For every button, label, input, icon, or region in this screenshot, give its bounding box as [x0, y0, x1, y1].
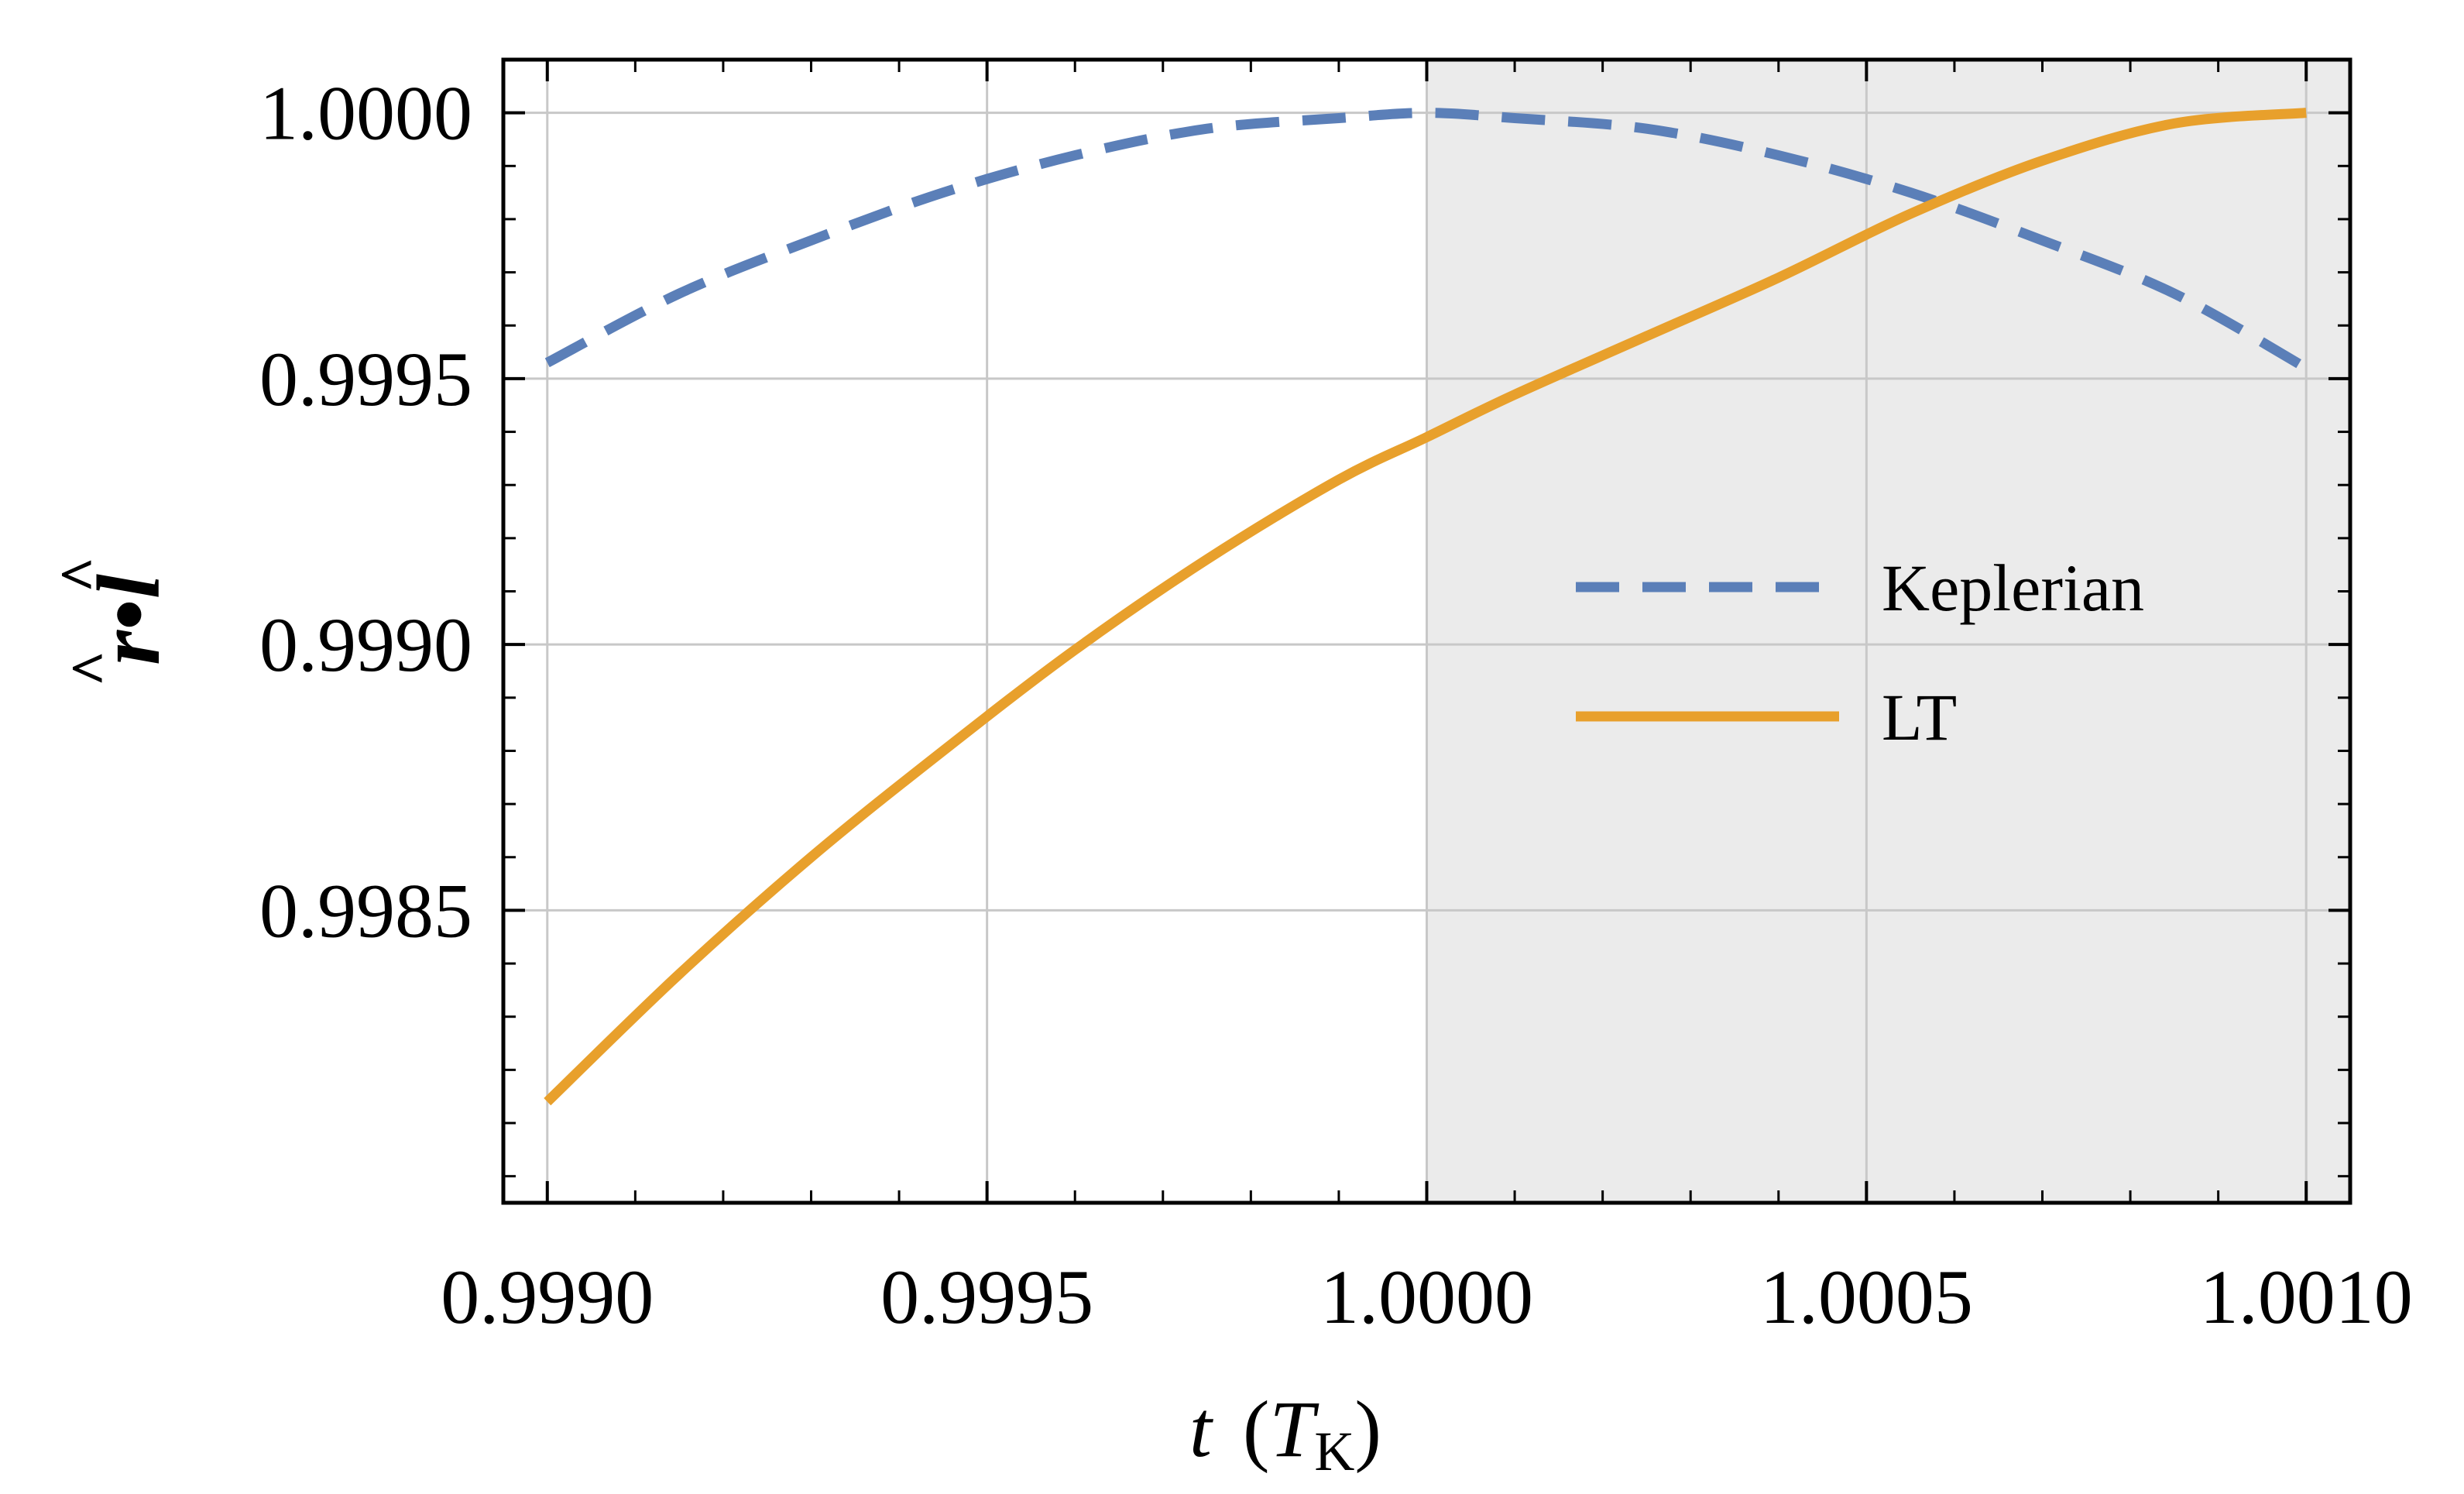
y-axis-dot: • — [80, 599, 179, 630]
legend-label-keplerian: Keplerian — [1882, 551, 2144, 625]
y-axis-r-hat: ^ — [60, 651, 128, 686]
minor-ticks — [503, 58, 2350, 1203]
grid-lines — [503, 60, 2350, 1203]
x-axis-unit-var: T — [1270, 1385, 1320, 1474]
x-axis-unit-open: ( — [1243, 1385, 1270, 1474]
x-tick-label-4: 1.0010 — [2200, 1254, 2413, 1340]
y-tick-label-1: 0.9990 — [259, 602, 472, 688]
series-line-lt — [544, 108, 2307, 1106]
svg-text:r•l: r•l — [80, 573, 179, 665]
x-axis-unit-close: ) — [1354, 1385, 1381, 1474]
legend-label-lt: LT — [1882, 680, 1957, 754]
plot-frame — [501, 57, 2352, 1205]
x-axis-var: t — [1189, 1385, 1213, 1474]
series-lines — [544, 108, 2309, 1106]
y-axis-title: r•l ^ ^ — [49, 557, 179, 686]
x-tick-label-2: 1.0000 — [1320, 1254, 1533, 1340]
x-axis-title: t (TK) — [1189, 1385, 1381, 1482]
y-axis-l-hat: ^ — [49, 557, 117, 592]
y-tick-labels: 0.9985 0.9990 0.9995 1.0000 — [259, 70, 472, 954]
shaded-region — [1426, 60, 2350, 1203]
y-tick-label-0: 0.9985 — [259, 867, 472, 953]
x-tick-labels: 0.9990 0.9995 1.0000 1.0005 1.0010 — [441, 1254, 2412, 1340]
x-tick-label-3: 1.0005 — [1760, 1254, 1973, 1340]
legend: Keplerian LT — [1576, 551, 2144, 754]
y-tick-label-2: 0.9995 — [259, 336, 472, 422]
x-tick-label-1: 0.9995 — [880, 1254, 1093, 1340]
y-axis-r: r — [80, 630, 179, 665]
y-axis-l: l — [80, 573, 179, 599]
x-axis-unit-sub: K — [1314, 1420, 1354, 1482]
x-tick-label-0: 0.9990 — [441, 1254, 654, 1340]
y-tick-label-3: 1.0000 — [259, 70, 472, 156]
